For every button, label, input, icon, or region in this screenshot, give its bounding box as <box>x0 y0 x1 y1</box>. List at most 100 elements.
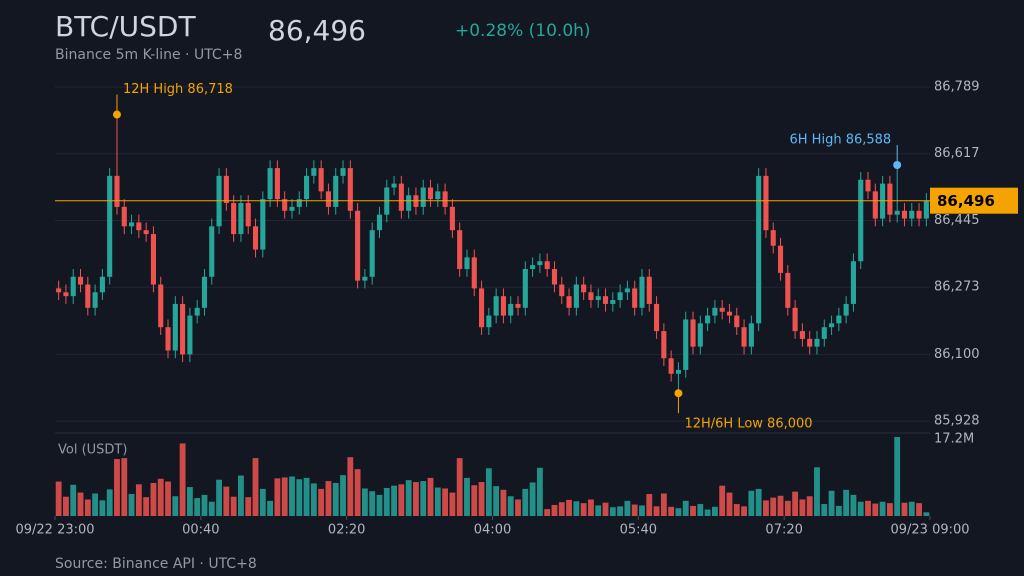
candle-body <box>588 292 594 301</box>
candle-body <box>245 203 251 227</box>
volume-bar <box>639 505 645 516</box>
candle-body <box>420 187 426 207</box>
candle-body <box>770 230 776 246</box>
candle-body <box>515 303 521 308</box>
volume-bar <box>456 458 463 516</box>
candle-body <box>449 206 455 231</box>
volume-bar <box>719 485 726 516</box>
y-tick-label: 86,445 <box>934 213 980 228</box>
volume-bar <box>493 486 500 516</box>
candle-body <box>814 338 820 347</box>
candle-body <box>427 187 434 200</box>
candle-body <box>690 319 696 347</box>
candle-body <box>238 203 244 235</box>
volume-bar <box>631 504 638 516</box>
volume-bar <box>245 497 252 516</box>
candle-body <box>311 168 317 176</box>
volume-bar <box>216 479 222 516</box>
y-tick-label: 86,617 <box>934 146 980 161</box>
current-price: 86,496 <box>268 14 366 47</box>
candle-body <box>85 284 91 308</box>
candle-body <box>741 327 747 347</box>
source-note: Source: Binance API · UTC+8 <box>55 556 257 572</box>
volume-bar <box>850 494 857 516</box>
candle-body <box>486 315 492 328</box>
volume-bar <box>886 503 893 516</box>
volume-bar <box>821 504 828 516</box>
volume-bar <box>70 484 77 516</box>
volume-bar <box>135 484 142 516</box>
volume-bar <box>792 491 799 516</box>
candle-body <box>435 191 441 200</box>
candle-body <box>785 272 791 308</box>
candle-body <box>668 358 674 374</box>
candle-body <box>289 206 295 211</box>
volume-bar <box>194 498 201 516</box>
candle-body <box>340 168 346 176</box>
candle-body <box>537 261 543 266</box>
volume-bar <box>186 487 193 516</box>
volume-bar <box>143 497 150 516</box>
volume-bar <box>784 500 791 516</box>
volume-bar <box>515 499 521 516</box>
volume-bar <box>179 443 186 516</box>
candle-body <box>180 303 186 355</box>
candle-body <box>493 296 499 316</box>
candle-body <box>223 175 229 204</box>
volume-bar <box>843 489 850 516</box>
volume-tick-label: 17.2M <box>934 432 974 447</box>
price-tag-label: 86,496 <box>937 192 995 210</box>
candle-body <box>916 210 922 219</box>
candle-body <box>544 261 550 270</box>
x-tick-label: 09/23 09:00 <box>890 523 969 538</box>
volume-bar <box>668 506 675 516</box>
candle-body <box>56 288 62 293</box>
annotation-marker <box>674 389 683 398</box>
candle-body <box>661 331 667 359</box>
candle-body <box>872 191 878 219</box>
volume-bar <box>814 467 820 516</box>
volume-bar <box>471 485 478 516</box>
x-tick-label: 09/22 23:00 <box>15 523 94 538</box>
volume-bar <box>398 484 405 516</box>
candle-body <box>274 168 280 200</box>
candle-body <box>734 315 740 328</box>
volume-bar <box>252 458 259 516</box>
volume-bar <box>690 505 696 516</box>
candle-body <box>77 276 84 285</box>
volume-label: Vol (USDT) <box>58 443 127 458</box>
x-tick-label: 00:40 <box>182 523 219 538</box>
candle-body <box>479 288 485 328</box>
volume-bar <box>828 490 835 516</box>
candle-body <box>705 315 711 324</box>
volume-bar <box>201 494 208 516</box>
candle-body <box>850 261 856 304</box>
volume-bar <box>916 503 922 516</box>
volume-bar <box>763 500 769 516</box>
volume-bar <box>92 493 99 516</box>
candle-body <box>923 200 929 219</box>
candle-body <box>121 206 127 227</box>
volume-bar <box>405 480 412 516</box>
candle-body <box>799 331 805 339</box>
volume-bar <box>660 493 667 516</box>
volume-bar <box>595 505 602 516</box>
volume-bar <box>580 503 587 516</box>
volume-bar <box>63 496 69 516</box>
volume-bar <box>449 492 456 516</box>
volume-bar <box>347 457 354 516</box>
volume-bar <box>442 488 449 516</box>
candle-body <box>573 284 579 308</box>
candle-body <box>471 257 477 289</box>
candle-body <box>150 234 156 285</box>
volume-bar <box>427 477 434 516</box>
candle-body <box>391 183 397 188</box>
volume-bar <box>99 500 106 516</box>
candle-body <box>909 210 915 219</box>
volume-bar <box>544 509 551 516</box>
candle-body <box>683 319 689 370</box>
y-tick-label: 85,928 <box>934 414 980 429</box>
candle-body <box>726 311 733 316</box>
candle-body <box>267 168 273 200</box>
volume-bar <box>369 491 376 516</box>
